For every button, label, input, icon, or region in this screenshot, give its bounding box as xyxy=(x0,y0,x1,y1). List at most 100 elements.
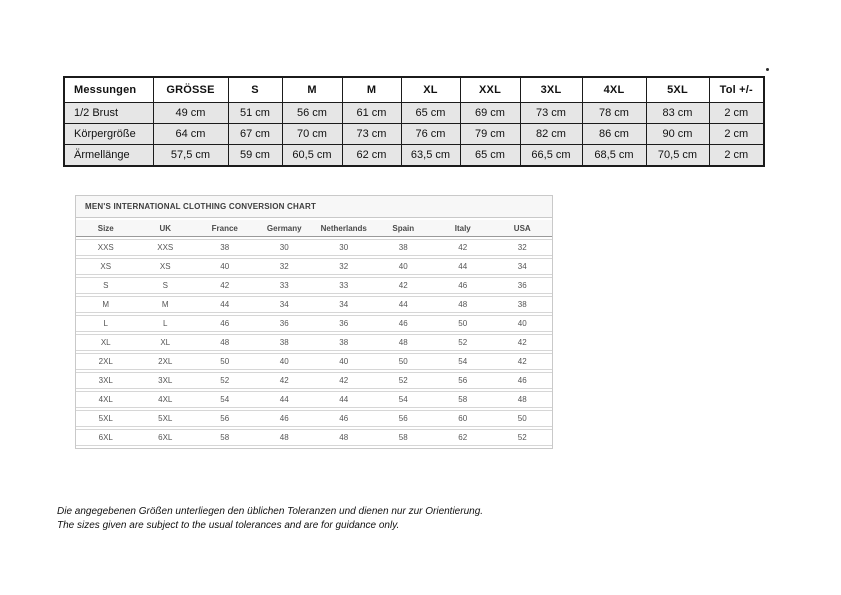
conversion-value-cell: 48 xyxy=(195,334,255,351)
conversion-value-cell: 42 xyxy=(492,334,552,351)
conversion-value-cell: 52 xyxy=(373,372,433,389)
conversion-chart-table: Size UK France Germany Netherlands Spain Italy… xyxy=(76,218,552,448)
disclaimer-notes: Die angegebenen Größen unterliegen den ü… xyxy=(57,505,483,533)
measurement-value-cell: 66,5 cm xyxy=(519,144,583,167)
conversion-value-cell: 42 xyxy=(373,277,433,294)
conversion-value-cell: 46 xyxy=(195,315,255,332)
disclaimer-line-english: The sizes given are subject to the usual… xyxy=(57,520,400,531)
conversion-value-cell: S xyxy=(76,277,136,294)
measurement-value-cell: 57,5 cm xyxy=(152,144,229,167)
measurement-table-body: 1/2 Brust 49 cm 51 cm 56 cm 61 cm 65 cm 69 cm 7… xyxy=(63,102,765,167)
conversion-value-cell: 56 xyxy=(373,410,433,427)
conversion-value-cell: 36 xyxy=(254,315,314,332)
conversion-header-cell: Size xyxy=(76,220,136,237)
conversion-chart-title: MEN'S INTERNATIONAL CLOTHING CONVERSION … xyxy=(76,196,552,218)
measurement-value-cell: 83 cm xyxy=(645,102,710,124)
conversion-value-cell: 33 xyxy=(254,277,314,294)
conversion-value-cell: 54 xyxy=(195,391,255,408)
conversion-value-cell: 52 xyxy=(195,372,255,389)
measurement-header-cell: M xyxy=(341,76,402,103)
conversion-value-cell: 50 xyxy=(492,410,552,427)
conversion-value-cell: 4XL xyxy=(135,391,195,408)
conversion-value-cell: 52 xyxy=(492,429,552,446)
conversion-value-cell: 30 xyxy=(254,239,314,256)
conversion-value-cell: 5XL xyxy=(76,410,136,427)
conversion-row: 5XL 5XL 56 46 46 56 60 50 xyxy=(76,410,552,427)
measurement-value-cell: 60,5 cm xyxy=(281,144,343,167)
conversion-value-cell: 44 xyxy=(254,391,314,408)
measurement-value-cell: 68,5 cm xyxy=(581,144,647,167)
conversion-chart-header-row: Size UK France Germany Netherlands Spain Italy… xyxy=(76,220,552,237)
conversion-value-cell: 46 xyxy=(492,372,552,389)
measurement-value-cell: 82 cm xyxy=(519,123,583,145)
conversion-value-cell: 32 xyxy=(254,258,314,275)
measurement-value-cell: 51 cm xyxy=(227,102,283,124)
conversion-value-cell: 48 xyxy=(314,429,374,446)
conversion-value-cell: 54 xyxy=(433,353,493,370)
conversion-value-cell: 32 xyxy=(492,239,552,256)
conversion-value-cell: 30 xyxy=(314,239,374,256)
measurement-value-cell: 2 cm xyxy=(708,123,765,145)
conversion-value-cell: S xyxy=(135,277,195,294)
conversion-header-cell: Spain xyxy=(373,220,433,237)
measurement-value-cell: 76 cm xyxy=(400,123,461,145)
measurement-value-cell: 69 cm xyxy=(459,102,521,124)
conversion-value-cell: 6XL xyxy=(76,429,136,446)
conversion-value-cell: 56 xyxy=(433,372,493,389)
conversion-value-cell: 38 xyxy=(492,296,552,313)
measurement-header-cell: 4XL xyxy=(581,76,647,103)
disclaimer-line-german: Die angegebenen Größen unterliegen den ü… xyxy=(57,506,484,517)
measurement-value-cell: 59 cm xyxy=(227,144,283,167)
conversion-row: 6XL 6XL 58 48 48 58 62 52 xyxy=(76,429,552,446)
conversion-value-cell: 48 xyxy=(254,429,314,446)
conversion-value-cell: 42 xyxy=(314,372,374,389)
conversion-value-cell: 40 xyxy=(492,315,552,332)
conversion-value-cell: 58 xyxy=(195,429,255,446)
conversion-value-cell: 46 xyxy=(314,410,374,427)
measurement-value-cell: 65 cm xyxy=(400,102,461,124)
conversion-value-cell: 36 xyxy=(492,277,552,294)
measurement-value-cell: 64 cm xyxy=(152,123,229,145)
measurement-value-cell: 70,5 cm xyxy=(645,144,710,167)
measurement-row: 1/2 Brust 49 cm 51 cm 56 cm 61 cm 65 cm 69 cm 7… xyxy=(63,102,765,124)
conversion-value-cell: 38 xyxy=(314,334,374,351)
conversion-value-cell: 40 xyxy=(254,353,314,370)
conversion-value-cell: 34 xyxy=(254,296,314,313)
measurement-value-cell: 70 cm xyxy=(281,123,343,145)
conversion-value-cell: 5XL xyxy=(135,410,195,427)
conversion-value-cell: 38 xyxy=(373,239,433,256)
conversion-value-cell: L xyxy=(135,315,195,332)
conversion-value-cell: 34 xyxy=(314,296,374,313)
conversion-value-cell: XXS xyxy=(76,239,136,256)
conversion-value-cell: 42 xyxy=(492,353,552,370)
conversion-value-cell: 42 xyxy=(254,372,314,389)
measurement-header-cell: Messungen xyxy=(63,76,154,103)
measurement-value-cell: 2 cm xyxy=(708,102,765,124)
conversion-value-cell: 6XL xyxy=(135,429,195,446)
conversion-chart: MEN'S INTERNATIONAL CLOTHING CONVERSION … xyxy=(75,195,553,449)
measurement-header-cell: 3XL xyxy=(519,76,583,103)
conversion-value-cell: 3XL xyxy=(76,372,136,389)
conversion-value-cell: 48 xyxy=(492,391,552,408)
conversion-header-cell: Netherlands xyxy=(314,220,374,237)
conversion-row: 2XL 2XL 50 40 40 50 54 42 xyxy=(76,353,552,370)
conversion-value-cell: 58 xyxy=(373,429,433,446)
conversion-value-cell: 33 xyxy=(314,277,374,294)
conversion-value-cell: 32 xyxy=(314,258,374,275)
conversion-value-cell: 46 xyxy=(373,315,433,332)
measurement-value-cell: 65 cm xyxy=(459,144,521,167)
conversion-value-cell: L xyxy=(76,315,136,332)
measurement-header-cell: M xyxy=(281,76,343,103)
measurement-row-label: 1/2 Brust xyxy=(63,102,154,124)
conversion-value-cell: 36 xyxy=(314,315,374,332)
conversion-value-cell: XL xyxy=(135,334,195,351)
conversion-header-cell: Germany xyxy=(254,220,314,237)
conversion-header-cell: UK xyxy=(135,220,195,237)
conversion-value-cell: 3XL xyxy=(135,372,195,389)
measurement-header-cell: S xyxy=(227,76,283,103)
conversion-row: 3XL 3XL 52 42 42 52 56 46 xyxy=(76,372,552,389)
measurement-header-cell: XXL xyxy=(459,76,521,103)
measurement-value-cell: 73 cm xyxy=(519,102,583,124)
conversion-value-cell: 56 xyxy=(195,410,255,427)
conversion-value-cell: 44 xyxy=(433,258,493,275)
